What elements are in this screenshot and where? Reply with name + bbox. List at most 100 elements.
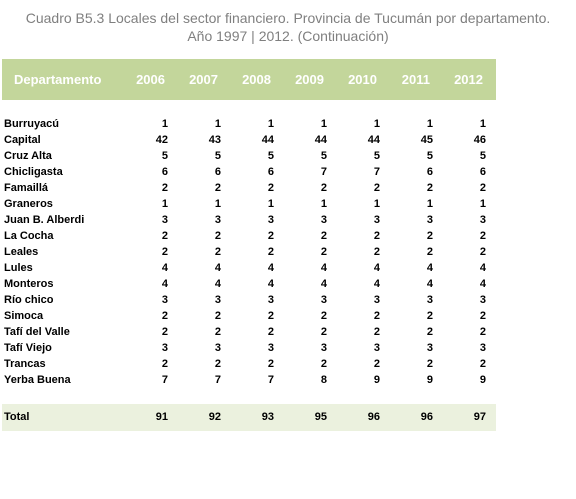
table-cell: 2 — [214, 326, 221, 338]
table-row: La Cocha 2 2 2 2 2 2 2 — [2, 228, 496, 244]
table-cell: 9 — [426, 374, 433, 386]
table-cell: 4 — [426, 262, 433, 274]
table-row: Monteros 4 4 4 4 4 4 4 — [2, 276, 496, 292]
table-cell: 2 — [426, 310, 433, 322]
table-cell: 1 — [479, 198, 486, 210]
total-cell: 91 — [155, 411, 168, 423]
table-cell: 5 — [479, 150, 486, 162]
table-cell: 3 — [267, 294, 274, 306]
table-cell: 46 — [473, 134, 486, 146]
table-cell: 6 — [479, 166, 486, 178]
table-cell: 3 — [214, 294, 221, 306]
table-cell: 4 — [320, 262, 327, 274]
table-cell: 3 — [320, 342, 327, 354]
table-cell: 1 — [320, 198, 327, 210]
table-cell: 2 — [161, 326, 168, 338]
table-cell: 2 — [373, 230, 380, 242]
table-cell: 4 — [373, 262, 380, 274]
table-cell: 2 — [373, 310, 380, 322]
table-cell: 2 — [267, 230, 274, 242]
table-cell: 3 — [267, 214, 274, 226]
table-cell: 2 — [479, 326, 486, 338]
table-cell: 2 — [267, 182, 274, 194]
table-cell: 3 — [214, 214, 221, 226]
departamento-name: Chicligasta — [4, 166, 63, 178]
table-cell: 4 — [214, 262, 221, 274]
table-cell: 2 — [320, 310, 327, 322]
table-cell: 3 — [320, 294, 327, 306]
table-row: Graneros 1 1 1 1 1 1 1 — [2, 196, 496, 212]
table-row: Tafí del Valle 2 2 2 2 2 2 2 — [2, 324, 496, 340]
departamento-name: Yerba Buena — [4, 374, 71, 386]
table-header: Departamento 2006 2007 2008 2009 2010 20… — [2, 59, 496, 100]
table-cell: 44 — [314, 134, 327, 146]
departamento-name: Monteros — [4, 278, 54, 290]
table-cell: 3 — [214, 342, 221, 354]
table-cell: 7 — [373, 166, 380, 178]
table-cell: 6 — [214, 166, 221, 178]
departamento-name: Simoca — [4, 310, 44, 322]
table-cell: 3 — [161, 214, 168, 226]
table-cell: 4 — [373, 278, 380, 290]
table-cell: 2 — [161, 358, 168, 370]
table-cell: 9 — [479, 374, 486, 386]
departamento-name: Río chico — [4, 294, 54, 306]
title-line-2: Año 1997 | 2012. (Continuación) — [187, 28, 389, 44]
table-cell: 7 — [161, 374, 168, 386]
table-cell: 3 — [161, 294, 168, 306]
table-cell: 2 — [479, 358, 486, 370]
table-cell: 1 — [373, 118, 380, 130]
table-cell: 4 — [426, 278, 433, 290]
table-cell: 5 — [320, 150, 327, 162]
table-cell: 1 — [161, 118, 168, 130]
table-cell: 45 — [420, 134, 433, 146]
table-row: Famaillá 2 2 2 2 2 2 2 — [2, 180, 496, 196]
table-cell: 2 — [267, 310, 274, 322]
table-cell: 4 — [479, 262, 486, 274]
table-row: Capital 42 43 44 44 44 45 46 — [2, 132, 496, 148]
table-cell: 43 — [208, 134, 221, 146]
table-cell: 4 — [479, 278, 486, 290]
table-cell: 4 — [214, 278, 221, 290]
table-cell: 2 — [320, 358, 327, 370]
table-cell: 6 — [267, 166, 274, 178]
table-cell: 2 — [320, 326, 327, 338]
table-cell: 2 — [161, 310, 168, 322]
table-cell: 7 — [267, 374, 274, 386]
table-cell: 2 — [426, 326, 433, 338]
departamento-name: Capital — [4, 134, 41, 146]
table-cell: 2 — [267, 326, 274, 338]
table-cell: 4 — [161, 262, 168, 274]
departamento-name: Graneros — [4, 198, 53, 210]
departamento-name: Tafí del Valle — [4, 326, 70, 338]
table-row: Tafí Viejo 3 3 3 3 3 3 3 — [2, 340, 496, 356]
table-cell: 3 — [479, 214, 486, 226]
table-cell: 2 — [479, 310, 486, 322]
departamento-name: Cruz Alta — [4, 150, 52, 162]
header-year: 2011 — [401, 72, 430, 87]
departamento-name: Famaillá — [4, 182, 49, 194]
table-cell: 4 — [161, 278, 168, 290]
table-cell: 3 — [161, 342, 168, 354]
table-cell: 5 — [426, 150, 433, 162]
departamento-name: La Cocha — [4, 230, 54, 242]
table-title: Cuadro B5.3 Locales del sector financier… — [0, 9, 576, 45]
departamento-name: Trancas — [4, 358, 46, 370]
table-cell: 5 — [267, 150, 274, 162]
table-row: Burruyacú 1 1 1 1 1 1 1 — [2, 116, 496, 132]
departamento-name: Lules — [4, 262, 33, 274]
table-cell: 2 — [373, 182, 380, 194]
table-cell: 6 — [161, 166, 168, 178]
table-cell: 2 — [214, 310, 221, 322]
header-departamento: Departamento — [14, 72, 102, 87]
table-cell: 3 — [479, 294, 486, 306]
table-row: Leales 2 2 2 2 2 2 2 — [2, 244, 496, 260]
table-cell: 1 — [426, 118, 433, 130]
table-cell: 2 — [320, 246, 327, 258]
table-cell: 1 — [373, 198, 380, 210]
table-cell: 2 — [373, 246, 380, 258]
table-cell: 2 — [214, 182, 221, 194]
table-cell: 2 — [320, 182, 327, 194]
table-cell: 3 — [373, 214, 380, 226]
table-cell: 4 — [267, 262, 274, 274]
